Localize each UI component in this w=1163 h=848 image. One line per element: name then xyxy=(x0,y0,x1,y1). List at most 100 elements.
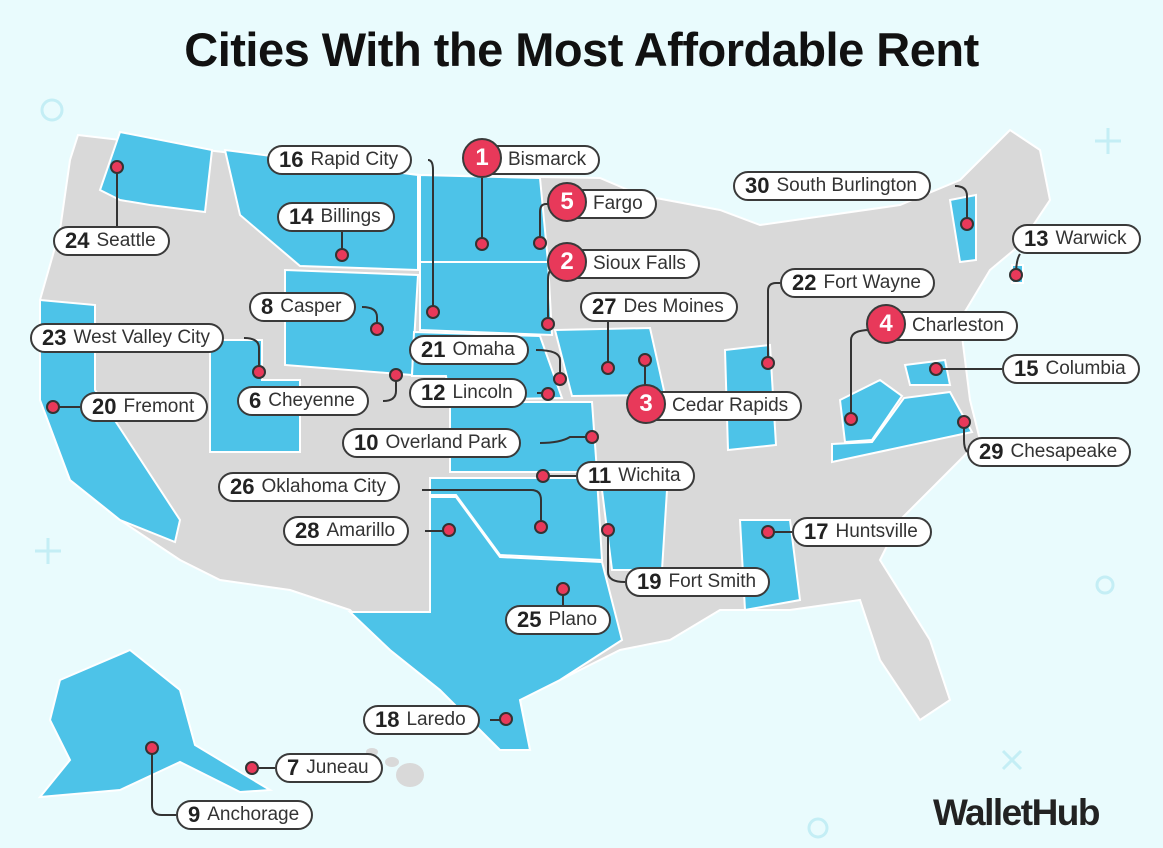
city-marker xyxy=(1009,268,1023,282)
city-name: Seattle xyxy=(96,230,156,251)
state-west-virginia xyxy=(838,378,904,444)
city-marker xyxy=(960,217,974,231)
city-label: 22 Fort Wayne xyxy=(780,268,935,298)
city-label: 21 Omaha xyxy=(409,335,529,365)
deco-plus xyxy=(35,538,61,564)
city-label: 23 West Valley City xyxy=(30,323,225,353)
rank-badge: 3 xyxy=(626,384,666,424)
city-marker xyxy=(556,582,570,596)
city-name: Chesapeake xyxy=(1010,441,1118,462)
rank-number: 12 xyxy=(421,380,446,405)
city-label: 5 Fargo xyxy=(547,182,657,222)
city-name: Casper xyxy=(280,296,342,317)
deco-circle xyxy=(1095,575,1115,595)
city-marker xyxy=(585,430,599,444)
city-name: Rapid City xyxy=(310,149,399,170)
state-virginia xyxy=(831,390,974,464)
city-name: Fremont xyxy=(123,396,195,417)
deco-circle xyxy=(40,98,64,122)
leader-line xyxy=(243,337,260,372)
city-label: 15 Columbia xyxy=(1002,354,1140,384)
deco-circle xyxy=(807,817,829,839)
city-label: 12 Lincoln xyxy=(409,378,527,408)
city-name: Plano xyxy=(548,609,598,630)
city-name: Fargo xyxy=(593,193,643,214)
decorations xyxy=(35,98,1121,839)
city-marker xyxy=(145,741,159,755)
city-label: 6 Cheyenne xyxy=(237,386,369,416)
city-name: Huntsville xyxy=(835,521,918,542)
city-marker xyxy=(370,322,384,336)
leader-line xyxy=(539,203,551,243)
leader-line xyxy=(361,306,378,329)
city-name: Sioux Falls xyxy=(593,253,686,274)
city-label: 2 Sioux Falls xyxy=(547,242,700,282)
city-marker xyxy=(252,365,266,379)
rank-number: 7 xyxy=(287,755,300,780)
rank-number: 14 xyxy=(289,204,314,229)
rank-number: 22 xyxy=(792,270,817,295)
leader-line xyxy=(151,748,176,816)
city-label: 8 Casper xyxy=(249,292,356,322)
leader-line xyxy=(535,349,561,379)
city-marker xyxy=(245,761,259,775)
leader-line xyxy=(422,489,542,527)
deco-x xyxy=(1001,749,1023,771)
city-marker xyxy=(761,356,775,370)
city-marker xyxy=(536,469,550,483)
city-name: Wichita xyxy=(618,465,681,486)
rank-badge: 4 xyxy=(866,304,906,344)
city-marker xyxy=(553,372,567,386)
city-marker xyxy=(110,160,124,174)
rank-number: 23 xyxy=(42,325,67,350)
leader-line xyxy=(963,422,968,453)
state-alaska xyxy=(37,648,274,799)
city-name: Lincoln xyxy=(452,382,513,403)
city-name: Anchorage xyxy=(207,804,300,825)
city-label: 18 Laredo xyxy=(363,705,480,735)
city-marker xyxy=(601,523,615,537)
rank-badge: 1 xyxy=(462,138,502,178)
city-marker xyxy=(499,712,513,726)
city-name: Des Moines xyxy=(623,296,724,317)
city-name: Charleston xyxy=(912,315,1004,336)
city-marker xyxy=(533,236,547,250)
rank-number: 18 xyxy=(375,707,400,732)
city-marker xyxy=(442,523,456,537)
rank-number: 13 xyxy=(1024,226,1049,251)
leader-line xyxy=(382,375,397,402)
page-title: Cities With the Most Affordable Rent xyxy=(184,23,979,76)
city-name: Cedar Rapids xyxy=(672,395,789,416)
rank-number: 9 xyxy=(188,802,201,827)
city-name: Overland Park xyxy=(385,432,507,453)
city-name: Columbia xyxy=(1045,358,1126,379)
state-south-dakota xyxy=(419,261,554,337)
city-name: Juneau xyxy=(306,757,369,778)
city-label: 30 South Burlington xyxy=(733,171,931,201)
deco-plus xyxy=(1095,128,1121,154)
city-name: Bismarck xyxy=(508,149,587,170)
state-maryland xyxy=(903,358,952,386)
city-label: 17 Huntsville xyxy=(792,517,932,547)
city-marker xyxy=(844,412,858,426)
city-marker xyxy=(761,525,775,539)
city-label: 20 Fremont xyxy=(80,392,209,422)
city-name: Amarillo xyxy=(326,520,396,541)
rank-badge: 2 xyxy=(547,242,587,282)
city-label: 3 Cedar Rapids xyxy=(626,384,803,424)
city-marker xyxy=(541,387,555,401)
city-marker xyxy=(534,520,548,534)
city-name: West Valley City xyxy=(73,327,211,348)
city-label: 25 Plano xyxy=(505,605,612,635)
city-label: 14 Billings xyxy=(277,202,395,232)
leader-line xyxy=(427,159,434,312)
city-name: Cheyenne xyxy=(268,390,355,411)
city-label: 16 Rapid City xyxy=(267,145,413,175)
city-label: 29 Chesapeake xyxy=(967,437,1132,467)
city-label: 4 Charleston xyxy=(866,304,1018,344)
city-label: 1 Bismarck xyxy=(462,138,601,178)
city-label: 7 Juneau xyxy=(275,753,383,783)
rank-number: 16 xyxy=(279,147,304,172)
rank-number: 21 xyxy=(421,337,446,362)
